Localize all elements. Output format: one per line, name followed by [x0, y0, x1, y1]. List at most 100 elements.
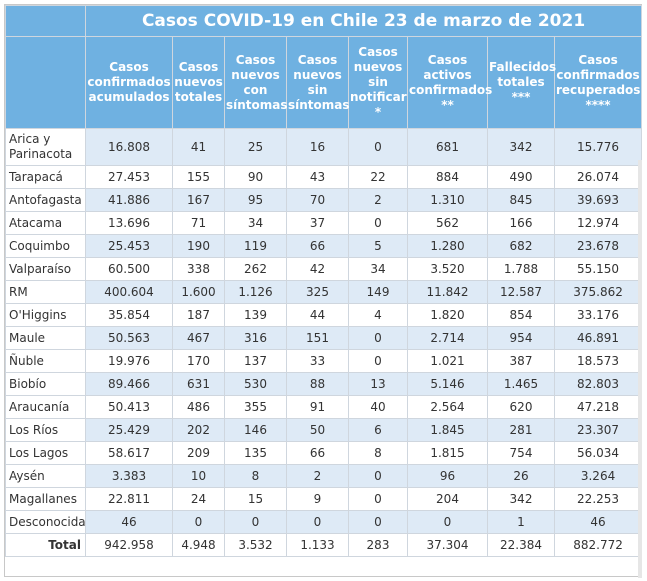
table-cell: 0 — [348, 326, 408, 350]
table-cell: 316 — [224, 326, 287, 350]
total-row: Total 942.958 4.948 3.532 1.133 283 37.304 22.3… — [5, 533, 643, 557]
table-row: Coquimbo 25.453 190 119 66 5 1.280 682 23.678 — [5, 234, 643, 258]
table-cell: 42 — [286, 257, 349, 281]
table-cell: 375.862 — [553, 280, 643, 304]
total-label: Total — [5, 533, 86, 557]
table-cell: 342 — [487, 487, 555, 511]
table-cell: 33.176 — [553, 303, 643, 327]
table-cell: 46.891 — [553, 326, 643, 350]
table-row: Los Lagos 58.617 209 135 66 8 1.815 754 56.034 — [5, 441, 643, 465]
header-col-3: Casos nuevos con síntomas — [224, 36, 288, 129]
table-cell: 854 — [487, 303, 555, 327]
table-cell: 12.974 — [553, 211, 643, 235]
table-cell: 151 — [286, 326, 349, 350]
scrollbar-track[interactable] — [638, 160, 642, 578]
header-col-4: Casos nuevos sin síntomas — [286, 36, 350, 129]
table-cell: 50.413 — [85, 395, 173, 419]
table-cell: 166 — [487, 211, 555, 235]
table-cell: 60.500 — [85, 257, 173, 281]
table-cell: 562 — [407, 211, 488, 235]
table-cell: 1.815 — [407, 441, 488, 465]
region-name: Valparaíso — [5, 257, 86, 281]
table-row: Magallanes 22.811 24 15 9 0 204 342 22.253 — [5, 487, 643, 511]
total-cell: 3.532 — [224, 533, 287, 557]
table-cell: 22.811 — [85, 487, 173, 511]
table-cell: 209 — [172, 441, 225, 465]
total-cell: 4.948 — [172, 533, 225, 557]
table-cell: 0 — [224, 510, 287, 534]
table-cell: 25.429 — [85, 418, 173, 442]
table-cell: 387 — [487, 349, 555, 373]
table-cell: 467 — [172, 326, 225, 350]
table-cell: 5.146 — [407, 372, 488, 396]
table-cell: 137 — [224, 349, 287, 373]
covid-cases-table: Casos COVID-19 en Chile 23 de marzo de 2… — [5, 5, 643, 557]
table-cell: 1.820 — [407, 303, 488, 327]
region-name: Arica y Parinacota — [5, 128, 86, 166]
table-cell: 0 — [348, 211, 408, 235]
table-cell: 15.776 — [553, 128, 643, 166]
table-cell: 47.218 — [553, 395, 643, 419]
region-name: Magallanes — [5, 487, 86, 511]
table-cell: 56.034 — [553, 441, 643, 465]
table-cell: 95 — [224, 188, 287, 212]
table-cell: 262 — [224, 257, 287, 281]
table-cell: 46 — [85, 510, 173, 534]
table-cell: 486 — [172, 395, 225, 419]
table-cell: 682 — [487, 234, 555, 258]
table-cell: 754 — [487, 441, 555, 465]
table-cell: 88 — [286, 372, 349, 396]
table-cell: 204 — [407, 487, 488, 511]
table-cell: 119 — [224, 234, 287, 258]
table-cell: 90 — [224, 165, 287, 189]
table-cell: 23.307 — [553, 418, 643, 442]
region-name: O'Higgins — [5, 303, 86, 327]
table-cell: 0 — [172, 510, 225, 534]
table-row: Atacama 13.696 71 34 37 0 562 166 12.974 — [5, 211, 643, 235]
table-cell: 71 — [172, 211, 225, 235]
table-cell: 24 — [172, 487, 225, 511]
header-col-5: Casos nuevos sin notificar * — [348, 36, 408, 129]
table-cell: 620 — [487, 395, 555, 419]
total-cell: 37.304 — [407, 533, 488, 557]
table-cell: 281 — [487, 418, 555, 442]
table-cell: 530 — [224, 372, 287, 396]
table-cell: 490 — [487, 165, 555, 189]
table-cell: 10 — [172, 464, 225, 488]
table-cell: 40 — [348, 395, 408, 419]
region-name: Araucanía — [5, 395, 86, 419]
region-name: Ñuble — [5, 349, 86, 373]
table-cell: 66 — [286, 441, 349, 465]
table-cell: 845 — [487, 188, 555, 212]
table-cell: 681 — [407, 128, 488, 166]
table-cell: 149 — [348, 280, 408, 304]
table-cell: 13 — [348, 372, 408, 396]
region-name: Coquimbo — [5, 234, 86, 258]
table-cell: 0 — [286, 510, 349, 534]
header-row: Casos confirmados acumulados Casos nuevos… — [5, 36, 643, 129]
table-cell: 2 — [286, 464, 349, 488]
table-cell: 1.126 — [224, 280, 287, 304]
total-cell: 22.384 — [487, 533, 555, 557]
table-cell: 2.564 — [407, 395, 488, 419]
table-cell: 202 — [172, 418, 225, 442]
total-cell: 283 — [348, 533, 408, 557]
table-row: Araucanía 50.413 486 355 91 40 2.564 620 47.218 — [5, 395, 643, 419]
table-cell: 82.803 — [553, 372, 643, 396]
table-cell: 66 — [286, 234, 349, 258]
table-cell: 135 — [224, 441, 287, 465]
region-name: Biobío — [5, 372, 86, 396]
table-cell: 26.074 — [553, 165, 643, 189]
table-cell: 884 — [407, 165, 488, 189]
table-cell: 1.845 — [407, 418, 488, 442]
region-name: Aysén — [5, 464, 86, 488]
table-cell: 16.808 — [85, 128, 173, 166]
total-cell: 882.772 — [553, 533, 643, 557]
table-cell: 400.604 — [85, 280, 173, 304]
table-cell: 22.253 — [553, 487, 643, 511]
table-cell: 3.520 — [407, 257, 488, 281]
table-cell: 34 — [348, 257, 408, 281]
table-cell: 1.280 — [407, 234, 488, 258]
header-col-8: Casos confirmados recuperados **** — [553, 36, 643, 129]
region-name: Atacama — [5, 211, 86, 235]
